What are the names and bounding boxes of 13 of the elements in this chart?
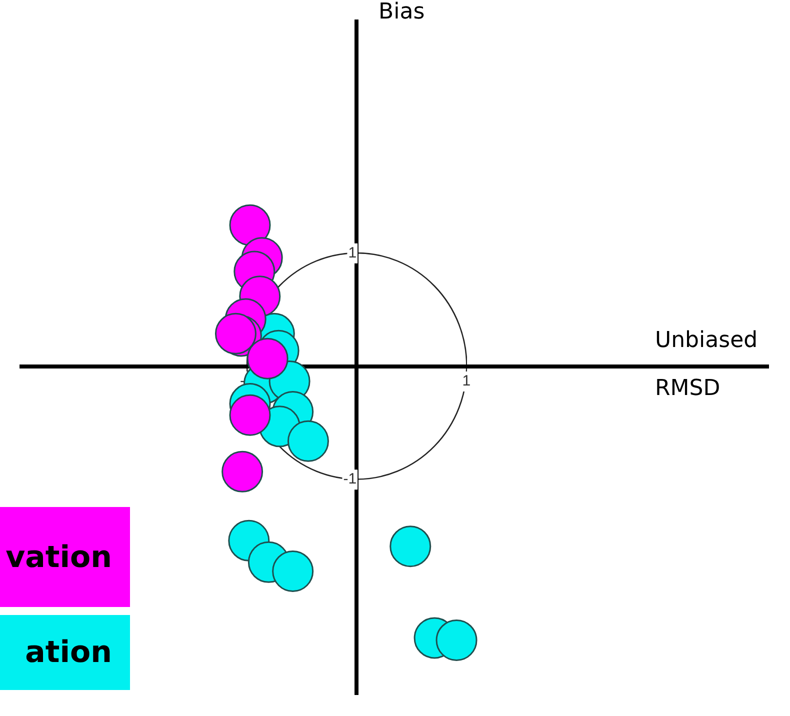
point <box>246 338 288 380</box>
point <box>229 204 271 246</box>
text: ation <box>25 635 112 670</box>
y-tick-label: -1 <box>343 470 357 488</box>
x-axis-title: Unbiased RMSD <box>655 328 758 402</box>
point <box>229 394 271 436</box>
point <box>222 450 264 492</box>
point <box>287 420 329 462</box>
y-axis-title: Bias <box>378 0 425 25</box>
point <box>390 526 432 568</box>
point <box>272 550 314 592</box>
point <box>436 619 478 661</box>
text: vation <box>6 540 112 574</box>
